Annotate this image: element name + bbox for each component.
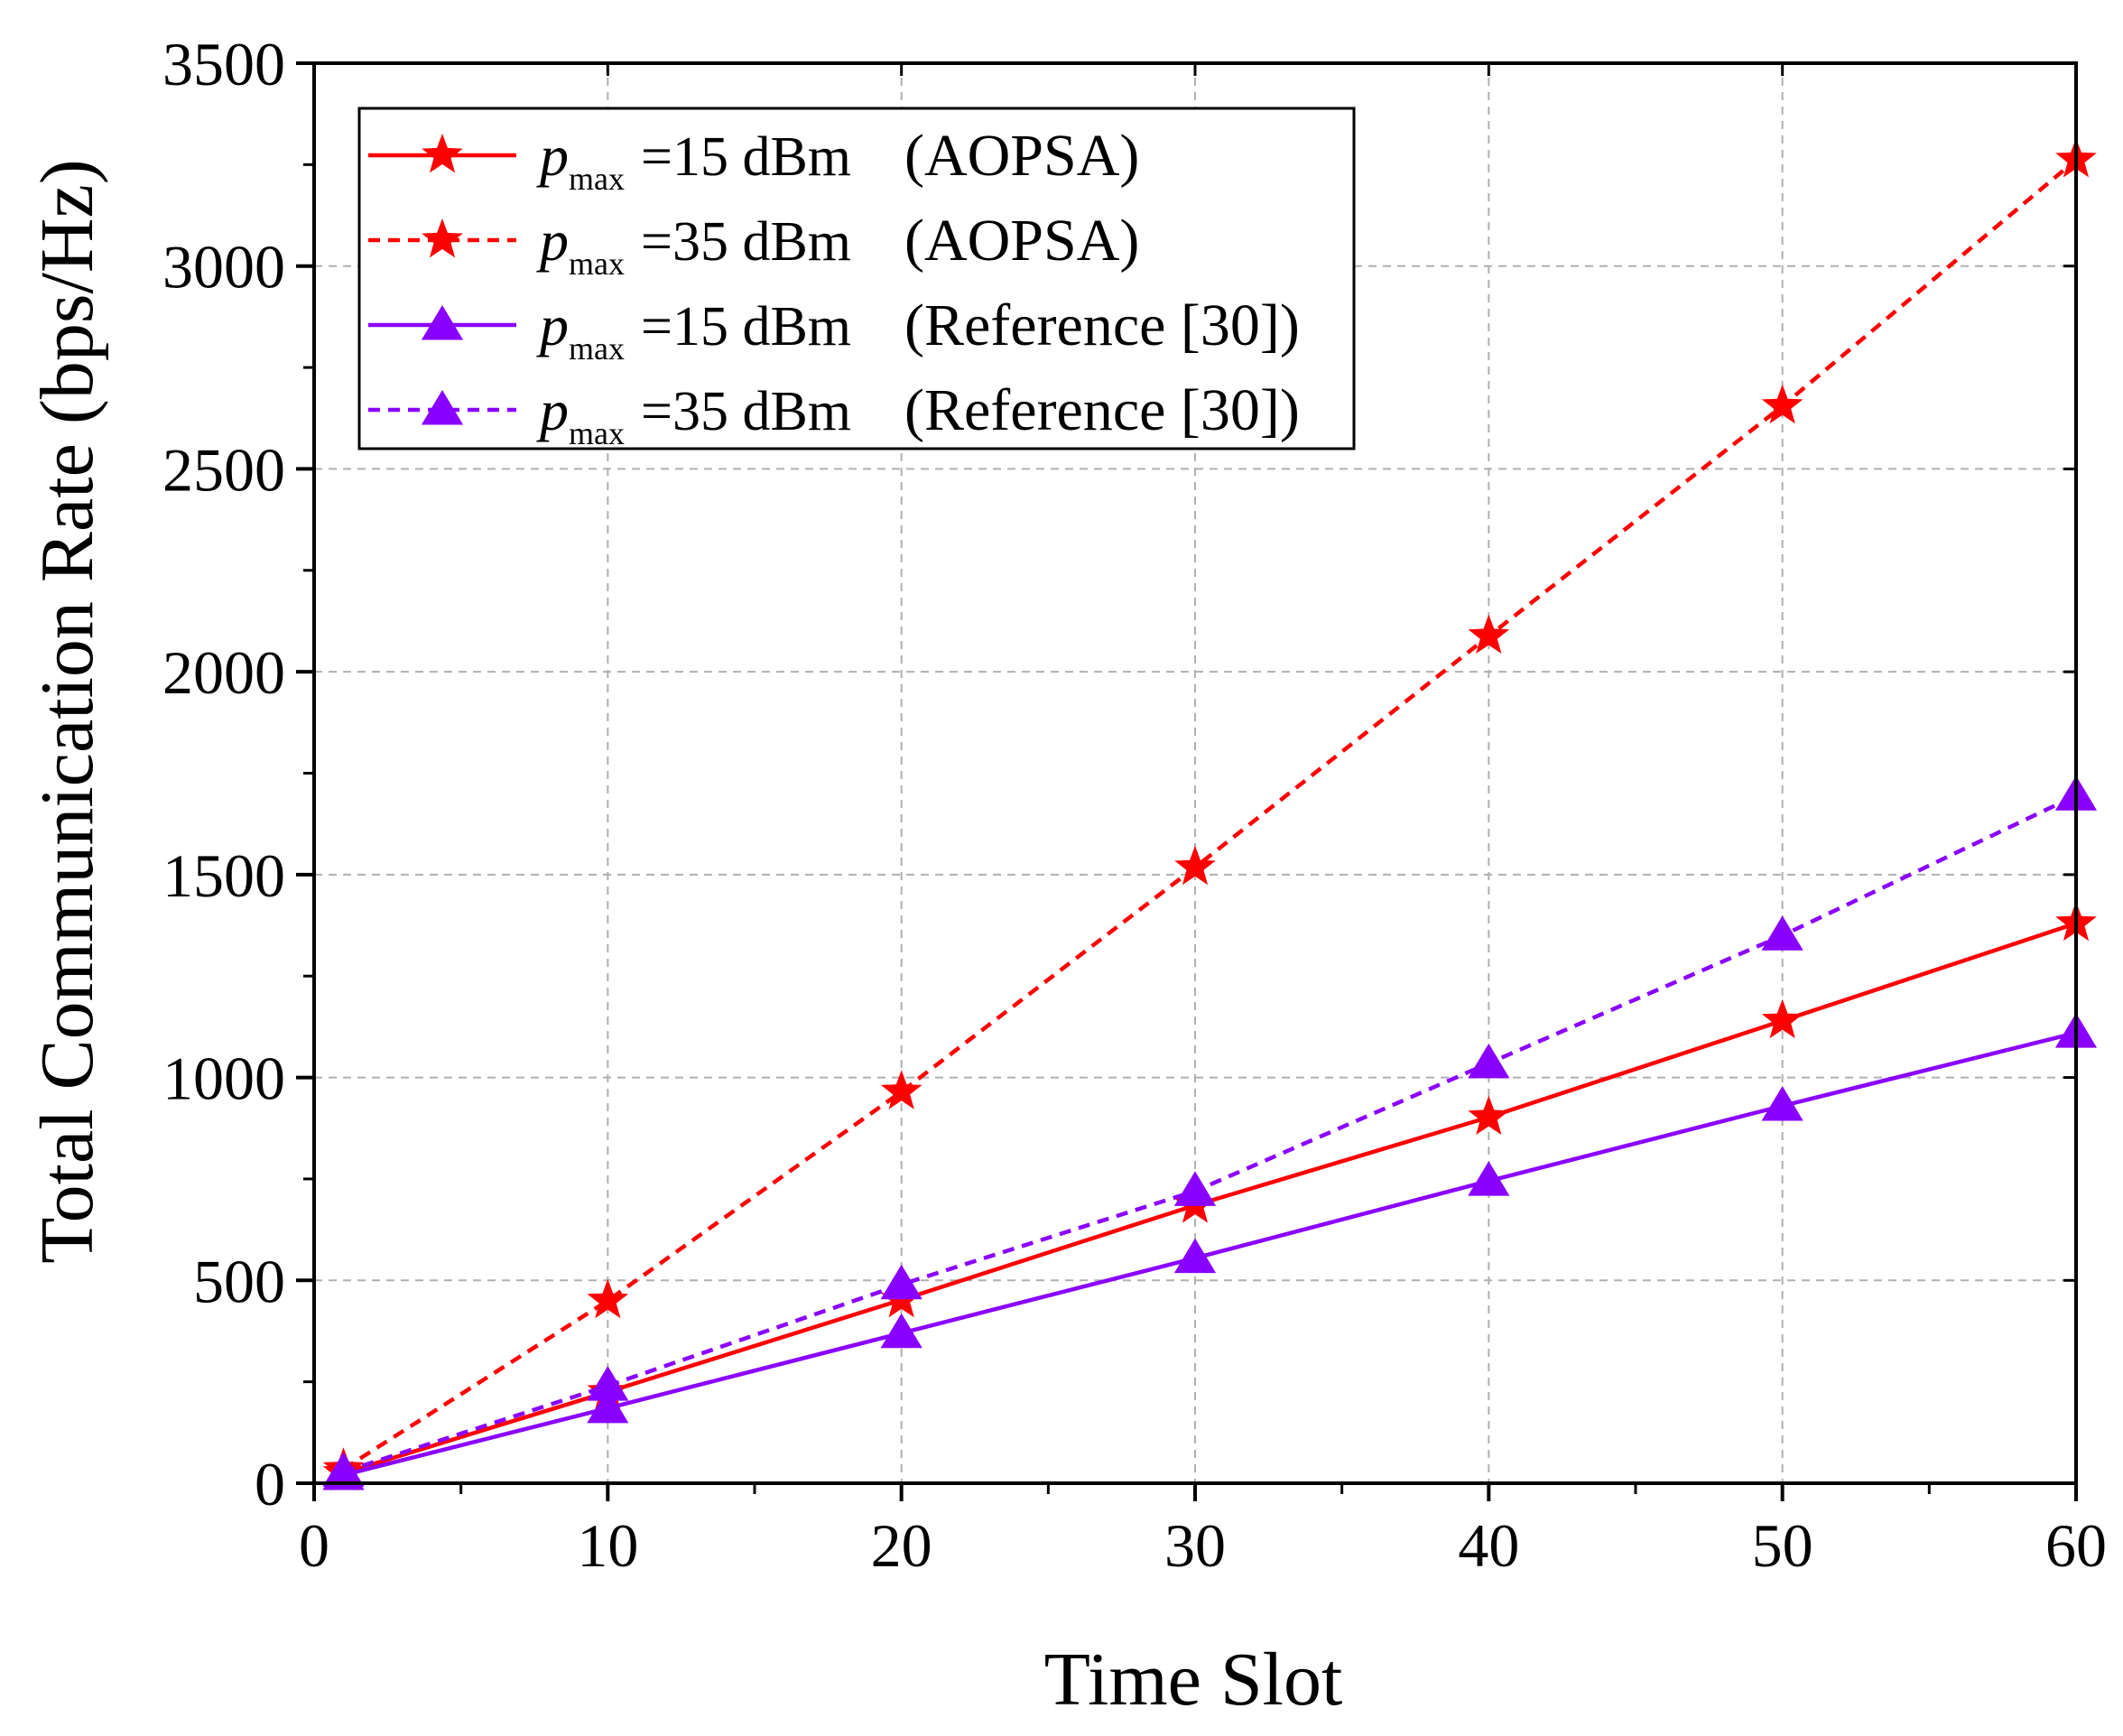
legend-equation: =35 dBm <box>641 381 851 442</box>
triangle-marker <box>1761 915 1803 951</box>
triangle-marker <box>587 1388 629 1424</box>
legend-symbol: p <box>536 378 569 442</box>
star-marker <box>1174 845 1216 886</box>
legend-method: (AOPSA) <box>904 123 1139 189</box>
legend-subscript: max <box>569 330 625 367</box>
legend-box <box>357 107 1356 450</box>
triangle-marker <box>421 305 464 340</box>
triangle-marker <box>587 1366 629 1401</box>
triangle-marker <box>1761 1086 1803 1121</box>
triangle-marker <box>1468 1043 1510 1079</box>
star-marker <box>1761 384 1803 424</box>
legend-subscript: max <box>569 246 625 282</box>
y-tick-label: 3000 <box>162 233 285 302</box>
legend-symbol: p <box>536 293 569 357</box>
legend-entry: pmax =35 dBm (AOPSA) <box>368 208 1139 282</box>
star-marker <box>422 218 463 258</box>
x-tick-label: 60 <box>2045 1511 2107 1580</box>
triangle-marker <box>421 390 464 425</box>
axes: 0 10 20 30 40 50 60 0 500 1000 1500 2000 2500 3000 350… <box>162 30 2107 1580</box>
legend-label: pmax =15 dBm (AOPSA) <box>536 123 1139 197</box>
triangle-marker <box>880 1264 922 1300</box>
y-tick-label: 0 <box>255 1450 285 1518</box>
star-marker <box>1761 998 1803 1039</box>
y-tick-label: 500 <box>193 1247 285 1315</box>
legend-subscript: max <box>569 161 625 197</box>
legend: pmax =15 dBm (AOPSA)pmax =35 dBm (AOPSA)pmax… <box>357 107 1356 451</box>
y-tick-label: 3500 <box>162 30 285 98</box>
x-tick-label: 40 <box>1458 1511 1519 1580</box>
legend-label: pmax =15 dBm (Reference [30]) <box>536 292 1300 367</box>
legend-symbol: p <box>536 124 569 188</box>
legend-method: (AOPSA) <box>904 208 1139 274</box>
x-axis-title: Time Slot <box>1044 1638 1343 1722</box>
star-marker <box>1468 614 1510 654</box>
legend-symbol: p <box>536 209 569 273</box>
x-tick-label: 0 <box>299 1511 329 1580</box>
legend-equation: =15 dBm <box>641 296 851 357</box>
legend-label: pmax =35 dBm (Reference [30]) <box>536 377 1300 451</box>
star-marker <box>1468 1095 1510 1135</box>
y-axis-title: Total Communication Rate (bps/Hz) <box>25 159 109 1264</box>
x-tick-label: 10 <box>577 1511 638 1580</box>
legend-label: pmax =35 dBm (AOPSA) <box>536 208 1139 282</box>
legend-entry: pmax =15 dBm (AOPSA) <box>368 123 1139 197</box>
y-tick-label: 2000 <box>162 638 285 707</box>
legend-subscript: max <box>569 415 625 451</box>
y-tick-label: 1000 <box>162 1044 285 1113</box>
x-tick-label: 20 <box>871 1511 932 1580</box>
legend-method: (Reference [30]) <box>904 377 1300 443</box>
star-marker <box>880 1070 922 1109</box>
legend-equation: =15 dBm <box>641 126 851 188</box>
x-tick-label: 50 <box>1752 1511 1813 1580</box>
star-marker <box>587 1278 629 1319</box>
legend-entry: pmax =35 dBm (Reference [30]) <box>368 377 1300 451</box>
legend-method: (Reference [30]) <box>904 292 1300 358</box>
triangle-marker <box>880 1313 922 1349</box>
triangle-marker <box>322 1452 365 1487</box>
series-4 <box>322 775 2098 1487</box>
star-marker <box>422 134 463 173</box>
triangle-marker <box>1468 1161 1510 1196</box>
triangle-marker <box>1173 1238 1217 1274</box>
x-tick-label: 30 <box>1164 1511 1226 1580</box>
legend-equation: =35 dBm <box>641 211 851 273</box>
triangle-marker <box>1173 1171 1217 1206</box>
legend-entry: pmax =15 dBm (Reference [30]) <box>368 292 1300 367</box>
y-tick-label: 2500 <box>162 435 285 504</box>
y-tick-label: 1500 <box>162 841 285 910</box>
